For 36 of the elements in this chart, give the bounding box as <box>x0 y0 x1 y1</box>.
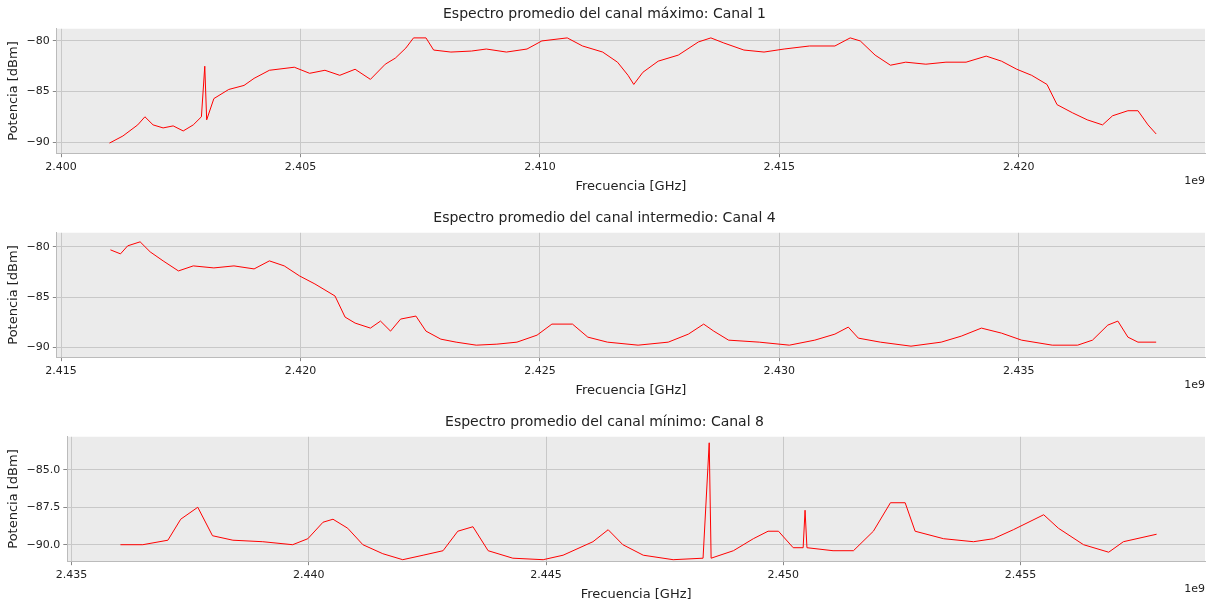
y-tick-label: −90.0 <box>26 537 61 551</box>
y-tick-label: −85.0 <box>26 462 61 476</box>
y-axis-title: Potencia [dBm] <box>5 41 21 141</box>
chart-title: Espectro promedio del canal máximo: Canal 1 <box>443 5 766 22</box>
text: 1e9 <box>1184 581 1205 595</box>
x-tick-label: 2.415 <box>763 159 796 173</box>
y-tick-label: −90 <box>26 340 50 354</box>
chart-title: Espectro promedio del canal mínimo: Canal 8 <box>445 413 764 430</box>
x-tick-label: 2.410 <box>524 159 556 173</box>
x-tick-label: 2.440 <box>293 567 325 581</box>
x-tick-label: 2.455 <box>1004 567 1037 581</box>
x-tick-label: 2.450 <box>767 567 799 581</box>
y-axis-title: Potencia [dBm] <box>5 449 21 549</box>
x-tick-label: 2.435 <box>1002 363 1035 377</box>
y-tick-label: −80 <box>26 33 50 47</box>
x-tick-label: 2.420 <box>284 363 317 377</box>
y-tick-label: −85 <box>26 84 50 98</box>
y-tick-label: −85 <box>26 289 50 303</box>
y-tick-label: −90 <box>26 134 50 148</box>
y-axis-title: Potencia [dBm] <box>5 245 21 345</box>
chart-title: Espectro promedio del canal intermedio: Canal 4 <box>433 209 776 226</box>
x-tick-label: 2.415 <box>45 363 77 377</box>
y-tick-label: −80 <box>26 239 50 253</box>
text: 1e9 <box>1184 173 1205 187</box>
x-tick-label: 2.425 <box>524 363 556 377</box>
x-tick-label: 2.435 <box>55 567 88 581</box>
x-axis-title: Frecuencia [GHz] <box>575 177 687 193</box>
x-axis-title: Frecuencia [GHz] <box>580 585 692 601</box>
x-tick-label: 2.445 <box>530 567 562 581</box>
y-tick-label: −87.5 <box>26 500 61 514</box>
x-tick-label: 2.405 <box>284 159 317 173</box>
x-tick-label: 2.430 <box>763 363 796 377</box>
x-tick-label: 2.420 <box>1002 159 1035 173</box>
text: 1e9 <box>1184 377 1205 391</box>
x-tick-label: 2.400 <box>45 159 77 173</box>
x-axis-title: Frecuencia [GHz] <box>575 381 687 397</box>
